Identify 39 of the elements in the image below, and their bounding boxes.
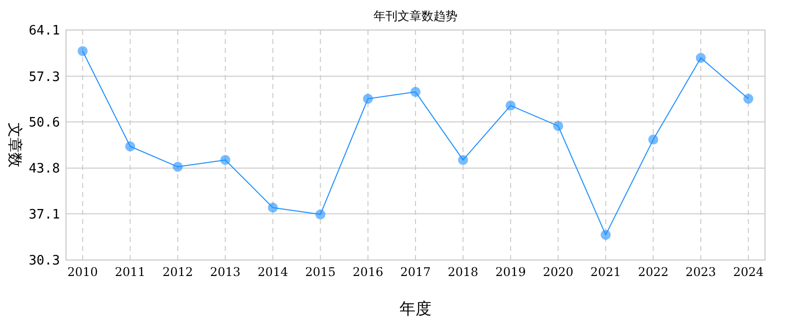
x-tick-label: 2014: [258, 265, 288, 279]
point: [458, 154, 468, 165]
x-tick-label: 2010: [67, 265, 98, 279]
y-tick-label: 64.1: [28, 24, 60, 39]
point: [743, 94, 754, 104]
x-tick-label: 2011: [114, 265, 146, 279]
y-tick-label: 57.3: [28, 70, 60, 85]
y-tick-label: 50.6: [28, 115, 60, 130]
x-tick-label: 2022: [638, 265, 669, 279]
point: [506, 100, 516, 111]
point: [410, 86, 420, 97]
point: [78, 46, 88, 56]
x-tick-label: 2020: [542, 265, 574, 279]
point: [315, 209, 326, 220]
point: [553, 120, 564, 131]
point: [648, 134, 658, 145]
point: [696, 52, 706, 63]
x-axis-title: 年度: [400, 299, 432, 318]
x-tick-label: 2015: [305, 265, 336, 279]
x-tick-label: 2021: [590, 265, 621, 279]
x-tick-label: 2016: [352, 265, 384, 279]
y-axis-title: 文章数: [6, 122, 24, 168]
y-tick-label: 37.1: [28, 207, 60, 222]
x-tick-label: 2012: [162, 265, 194, 279]
x-tick-label: 2017: [400, 265, 431, 279]
x-tick-label: 2023: [686, 265, 716, 279]
y-tick-label: 43.8: [28, 162, 60, 177]
x-tick-label: 2013: [210, 265, 241, 279]
point: [268, 202, 278, 213]
point: [125, 141, 136, 152]
x-tick-label: 2019: [495, 265, 526, 279]
point: [172, 162, 183, 172]
point: [362, 94, 373, 104]
point: [600, 230, 611, 240]
point: [220, 154, 230, 165]
y-tick-label: 30.3: [28, 254, 60, 269]
x-tick-label: 2018: [448, 265, 478, 279]
x-tick-label: 2024: [733, 265, 764, 279]
chart-title: 年刊文章数趋势: [374, 9, 458, 23]
